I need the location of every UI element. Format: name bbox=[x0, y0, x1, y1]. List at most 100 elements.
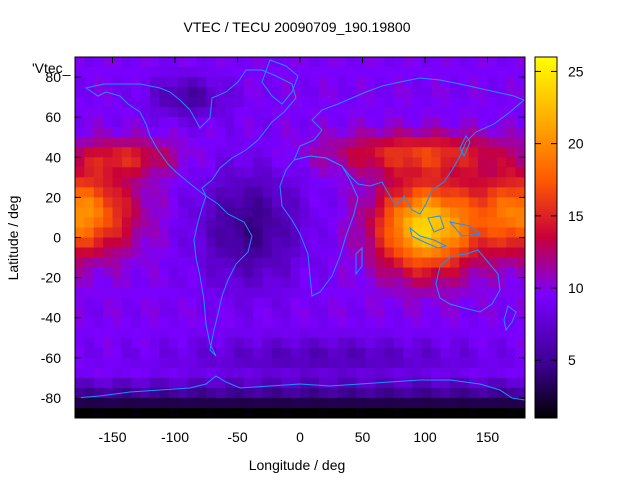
heatmap-cell bbox=[318, 317, 329, 329]
heatmap-cell bbox=[243, 107, 254, 118]
heatmap-cell bbox=[290, 177, 301, 188]
heatmap-cell bbox=[450, 317, 460, 329]
heatmap-cell bbox=[468, 357, 479, 369]
heatmap-cell bbox=[112, 107, 123, 118]
heatmap-cell bbox=[243, 327, 254, 339]
heatmap-cell bbox=[206, 77, 217, 88]
heatmap-cell bbox=[328, 207, 339, 219]
heatmap-cell bbox=[468, 187, 479, 198]
heatmap-cell bbox=[121, 327, 132, 339]
heatmap-cell bbox=[309, 397, 320, 409]
heatmap-cell bbox=[356, 257, 367, 269]
heatmap-cell bbox=[309, 77, 320, 88]
heatmap-cell bbox=[337, 247, 348, 259]
heatmap-cell bbox=[281, 297, 292, 309]
heatmap-cell bbox=[459, 307, 470, 319]
heatmap-cell bbox=[337, 77, 348, 88]
heatmap-cell bbox=[253, 187, 264, 198]
heatmap-cell bbox=[487, 97, 498, 108]
heatmap-cell bbox=[309, 197, 320, 209]
heatmap-cell bbox=[309, 227, 320, 239]
heatmap-cell bbox=[187, 87, 198, 98]
heatmap-cell bbox=[84, 197, 95, 209]
heatmap-cell bbox=[103, 57, 114, 68]
heatmap-cell bbox=[421, 87, 432, 98]
heatmap-cell bbox=[506, 377, 517, 389]
heatmap-cell bbox=[403, 357, 414, 369]
heatmap-cell bbox=[215, 327, 226, 339]
heatmap-cell bbox=[337, 177, 348, 188]
heatmap-cell bbox=[375, 197, 385, 209]
heatmap-cell bbox=[215, 377, 226, 389]
heatmap-cell bbox=[412, 307, 423, 319]
heatmap-cell bbox=[253, 117, 264, 128]
heatmap-cell bbox=[290, 287, 301, 299]
heatmap-cell bbox=[84, 267, 95, 279]
heatmap-cell bbox=[346, 147, 357, 158]
heatmap-cell bbox=[412, 247, 423, 259]
heatmap-cell bbox=[121, 227, 132, 239]
heatmap-cell bbox=[225, 327, 235, 339]
heatmap-cell bbox=[234, 107, 245, 118]
heatmap-cell bbox=[121, 117, 132, 128]
heatmap-cell bbox=[234, 287, 245, 299]
heatmap-cell bbox=[262, 97, 273, 108]
heatmap-cell bbox=[243, 367, 254, 379]
heatmap-cell bbox=[478, 87, 489, 98]
heatmap-cell bbox=[384, 87, 395, 98]
heatmap-cell bbox=[253, 287, 264, 299]
heatmap-cell bbox=[356, 227, 367, 239]
heatmap-cell bbox=[309, 277, 320, 289]
heatmap-cell bbox=[468, 257, 479, 269]
heatmap-cell bbox=[290, 267, 301, 279]
heatmap-cell bbox=[243, 357, 254, 369]
heatmap-cell bbox=[150, 207, 160, 219]
heatmap-cell bbox=[328, 107, 339, 118]
heatmap-cell bbox=[309, 107, 320, 118]
heatmap-cell bbox=[440, 207, 451, 219]
heatmap-cell bbox=[440, 107, 451, 118]
heatmap-cell bbox=[506, 77, 517, 88]
heatmap-cell bbox=[131, 357, 142, 369]
heatmap-cell bbox=[337, 297, 348, 309]
heatmap-cell bbox=[243, 137, 254, 148]
heatmap-cell bbox=[478, 317, 489, 329]
heatmap-cell bbox=[225, 397, 235, 409]
heatmap-cell bbox=[262, 187, 273, 198]
heatmap-cell bbox=[309, 337, 320, 349]
heatmap-cell bbox=[337, 257, 348, 269]
heatmap-cell bbox=[103, 107, 114, 118]
heatmap-cell bbox=[93, 297, 104, 309]
heatmap-cell bbox=[234, 137, 245, 148]
heatmap-cell bbox=[384, 207, 395, 219]
heatmap-cell bbox=[468, 367, 479, 379]
heatmap-cell bbox=[496, 337, 507, 349]
heatmap-cell bbox=[365, 317, 376, 329]
heatmap-cell bbox=[225, 407, 235, 418]
heatmap-cell bbox=[412, 67, 423, 78]
heatmap-cell bbox=[506, 57, 517, 68]
heatmap-cell bbox=[262, 347, 273, 359]
heatmap-cell bbox=[196, 117, 207, 128]
heatmap-cell bbox=[318, 57, 329, 68]
heatmap-cell bbox=[243, 397, 254, 409]
heatmap-cell bbox=[103, 147, 114, 158]
heatmap-cell bbox=[487, 237, 498, 249]
heatmap-cell bbox=[356, 67, 367, 78]
heatmap-cell bbox=[478, 247, 489, 259]
heatmap-cell bbox=[421, 297, 432, 309]
heatmap-cell bbox=[478, 287, 489, 299]
heatmap-cell bbox=[318, 367, 329, 379]
heatmap-cell bbox=[215, 187, 226, 198]
heatmap-cell bbox=[178, 227, 189, 239]
heatmap-cell bbox=[346, 327, 357, 339]
heatmap-cell bbox=[150, 157, 160, 168]
heatmap-cell bbox=[431, 267, 442, 279]
heatmap-cell bbox=[168, 107, 179, 118]
heatmap-cell bbox=[496, 387, 507, 399]
heatmap-cell bbox=[168, 167, 179, 178]
heatmap-cell bbox=[384, 127, 395, 138]
heatmap-cell bbox=[450, 307, 460, 319]
heatmap-cell bbox=[309, 267, 320, 279]
heatmap-cell bbox=[346, 407, 357, 418]
